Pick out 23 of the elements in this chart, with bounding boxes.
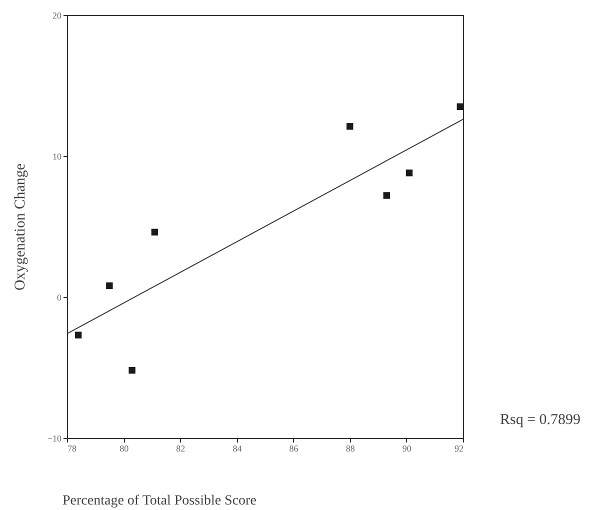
point	[128, 366, 136, 374]
x-tick-label: 90	[402, 444, 412, 454]
y-axis-title: Oxygenation Change	[12, 163, 28, 291]
point	[383, 192, 390, 199]
x-tick-label: 88	[346, 444, 356, 454]
point	[151, 228, 158, 236]
y-tick-label: 20	[52, 10, 62, 20]
x-tick-label: 86	[289, 444, 299, 454]
point	[406, 170, 413, 176]
y-tick-label: 10	[52, 152, 62, 162]
text: Rsq = 0.7899	[500, 412, 581, 429]
x-tick-label: 78	[68, 444, 77, 454]
point	[346, 123, 354, 130]
x-tick-label: 80	[120, 444, 130, 454]
y-tick-label: −10	[47, 434, 62, 444]
x-tick-label: 82	[176, 444, 186, 454]
y-tick-label: 0	[57, 292, 62, 302]
x-tick-label: 84	[232, 444, 242, 454]
point	[74, 332, 82, 338]
point	[456, 103, 464, 110]
x-axis-title: Percentage of Total Possible Score	[62, 494, 256, 508]
x-tick-label: 92	[454, 444, 464, 454]
point	[106, 282, 113, 290]
